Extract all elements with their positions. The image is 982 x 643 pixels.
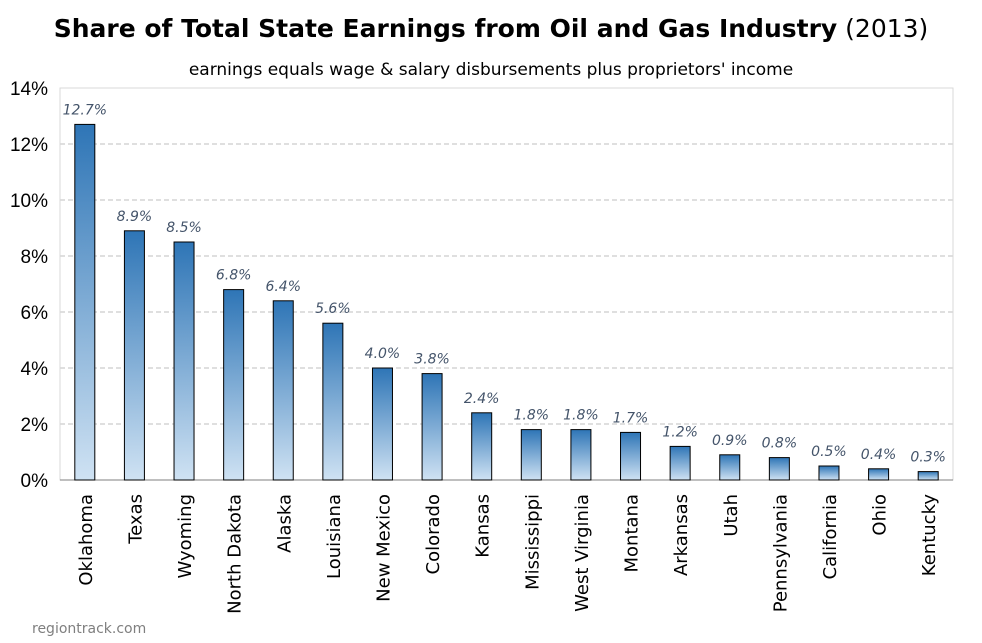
category-label: Oklahoma [76, 494, 97, 586]
category-label: Pennsylvania [770, 494, 791, 612]
data-label: 5.6% [315, 301, 351, 317]
y-tick-label: 14% [10, 79, 48, 100]
data-label: 4.0% [365, 346, 401, 362]
bar [371, 367, 393, 481]
bar [471, 412, 493, 481]
data-label: 0.9% [712, 433, 748, 449]
category-label: Montana [622, 494, 643, 572]
data-label: 1.8% [563, 408, 599, 424]
bar [173, 241, 195, 481]
bar [818, 465, 840, 481]
category-label: Alaska [274, 494, 295, 553]
bar [421, 373, 443, 481]
category-label: Wyoming [175, 494, 196, 579]
data-label: 2.4% [464, 391, 500, 407]
bar [570, 429, 592, 481]
y-tick-label: 12% [10, 135, 48, 156]
category-label: Ohio [870, 494, 891, 536]
category-label: New Mexico [373, 494, 394, 602]
bar [620, 431, 642, 481]
bar [917, 471, 939, 481]
category-label: Arkansas [671, 494, 692, 576]
data-label: 0.8% [762, 436, 798, 452]
data-label: 8.9% [117, 209, 153, 225]
bars [74, 123, 939, 481]
data-label: 8.5% [166, 220, 202, 236]
bar [669, 445, 691, 481]
data-label: 6.8% [216, 268, 252, 284]
chart-title-main: Share of Total State Earnings from Oil a… [53, 14, 838, 43]
data-label: 12.7% [63, 102, 107, 118]
data-label: 1.2% [662, 424, 698, 440]
y-axis: 0% 2% 4% 6% 8% 10% 12% 14% [10, 79, 953, 492]
data-label: 0.4% [861, 447, 897, 463]
category-label: Kentucky [919, 494, 940, 577]
data-label: 0.5% [811, 444, 847, 460]
category-label: Louisiana [324, 494, 345, 579]
data-label: 6.4% [265, 279, 301, 295]
category-label: California [820, 494, 841, 579]
bar [520, 429, 542, 481]
data-label: 1.8% [514, 408, 550, 424]
y-tick-label: 10% [10, 191, 48, 212]
data-labels: 12.7% 8.9% 8.5% 6.8% 6.4% 5.6% 4.0% 3.8% 2.4% 1.8… [63, 102, 946, 465]
y-tick-label: 6% [21, 303, 49, 324]
bar [272, 300, 294, 481]
category-label: Kansas [473, 494, 494, 558]
bar [768, 457, 790, 481]
data-label: 0.3% [910, 450, 946, 466]
bar [868, 468, 890, 481]
y-tick-label: 0% [21, 471, 49, 492]
y-tick-label: 8% [21, 247, 49, 268]
category-label: Colorado [423, 494, 444, 574]
bar [322, 322, 344, 481]
category-label: Utah [721, 494, 742, 537]
data-label: 3.8% [414, 352, 450, 368]
chart-title-year: (2013) [845, 14, 929, 43]
bar [223, 289, 245, 481]
category-label: West Virginia [572, 494, 593, 612]
bar [719, 454, 741, 481]
x-axis: Oklahoma Texas Wyoming North Dakota Alaska Lo… [76, 494, 940, 614]
category-label: Texas [125, 494, 146, 545]
bar [123, 230, 145, 481]
data-label: 1.7% [613, 410, 649, 426]
category-label: Mississippi [522, 494, 543, 590]
y-tick-label: 2% [21, 415, 49, 436]
bar [74, 123, 96, 481]
y-tick-label: 4% [21, 359, 49, 380]
category-label: North Dakota [225, 494, 246, 614]
source-credit: regiontrack.com [32, 621, 147, 637]
chart-title: Share of Total State Earnings from Oil a… [0, 14, 982, 43]
chart-subtitle: earnings equals wage & salary disburseme… [188, 60, 794, 80]
